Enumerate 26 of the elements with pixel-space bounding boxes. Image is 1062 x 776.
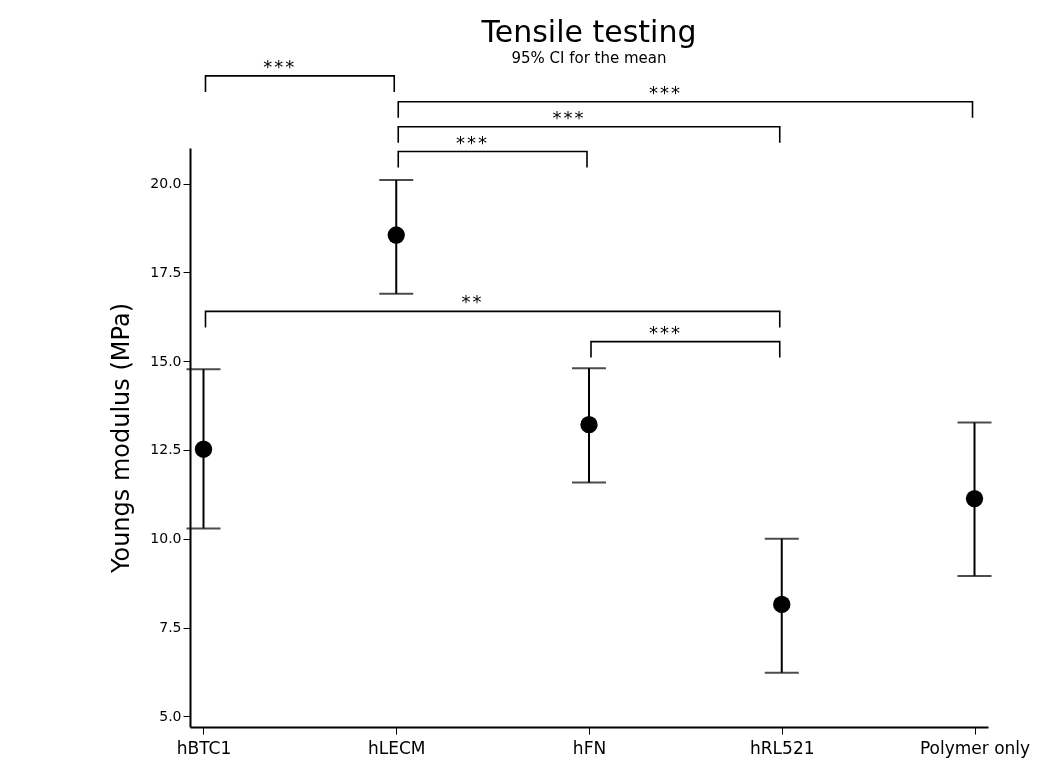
annotation: ** [461,291,484,313]
y-tick-label: 5.0 [159,707,182,724]
y-tick-label: 12.5 [150,441,182,458]
text: *** [648,81,682,103]
x-tick-label: hFN [572,737,607,758]
y-tick-label: 17.5 [150,263,182,280]
point [965,489,984,508]
chart-title: Tensile testing [480,14,697,49]
y-tick-label: 15.0 [150,352,182,369]
y-tick-label: 7.5 [159,619,182,636]
text: *** [263,55,297,77]
chart-subtitle: 95% CI for the mean [511,49,667,67]
y-axis-title: Youngs modulus (MPa) [107,303,136,574]
y-tick-label: 10.0 [150,530,182,547]
annotation: *** [648,321,682,343]
x-tick-label: Polymer only [919,737,1031,758]
x-tick-label: hRL521 [750,737,815,758]
point [194,440,213,458]
point [580,416,598,434]
x-tick-label: hLECM [367,737,426,758]
y-tick-label: 20.0 [150,175,182,192]
point [773,595,791,614]
point [387,226,405,244]
text: *** [552,106,586,128]
x-tick-label: hBTC1 [176,737,232,758]
annotation: *** [456,131,490,153]
